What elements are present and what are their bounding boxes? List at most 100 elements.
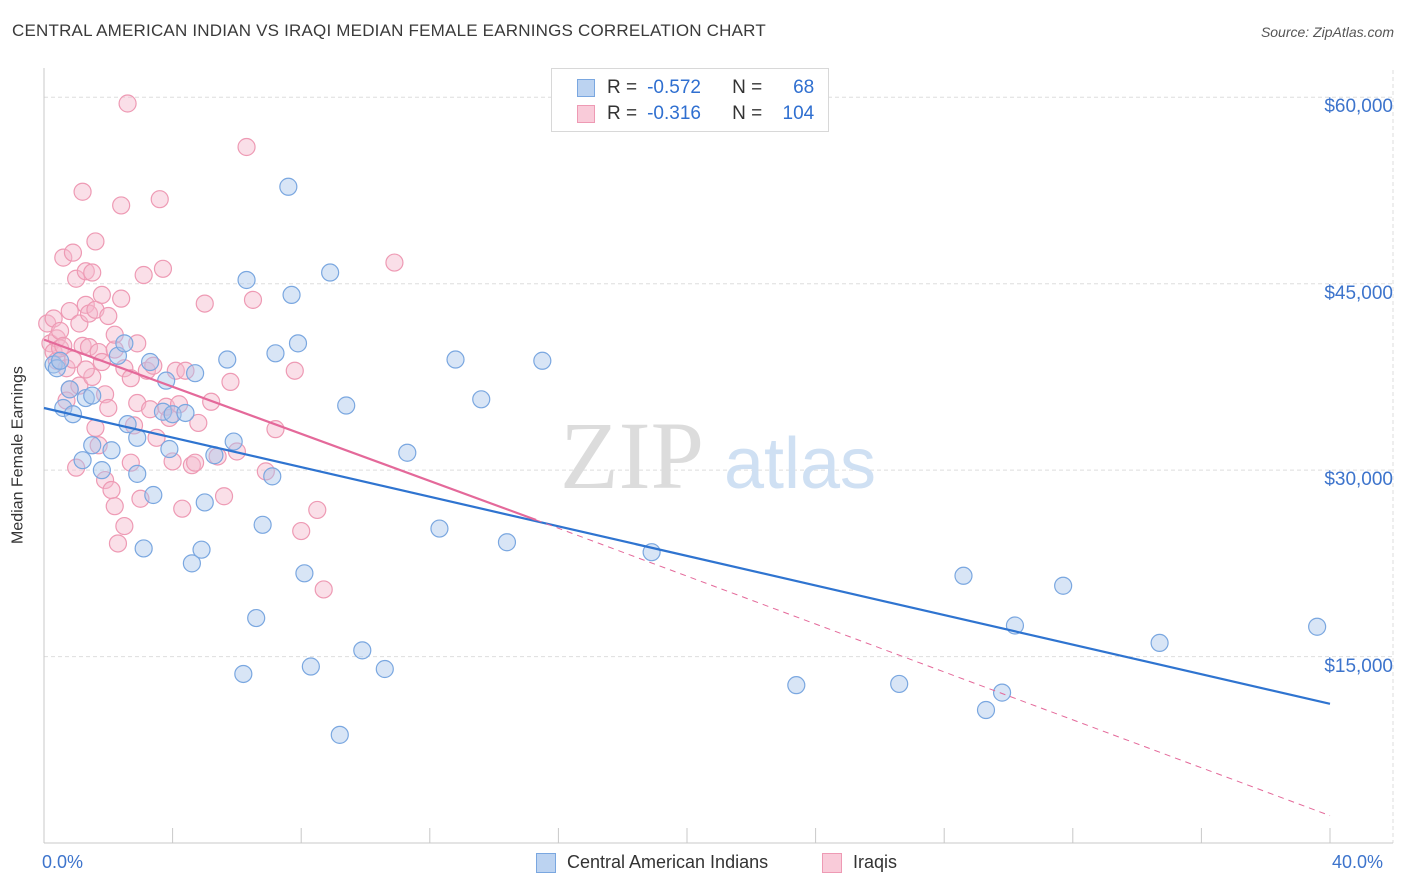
blue-point (186, 364, 205, 383)
pink-point (70, 314, 89, 333)
pink-point (83, 367, 102, 387)
blue-point (472, 390, 491, 409)
blue-point (1308, 617, 1327, 636)
pink-point (308, 500, 327, 520)
blue-point (224, 432, 243, 451)
blue-point (430, 519, 449, 538)
legend-row-pink: R = -0.316 N = 104 (552, 102, 814, 126)
pink-point (182, 456, 201, 475)
blue-point (73, 451, 92, 470)
watermark: ZIP atlas (560, 402, 876, 509)
blue-point (321, 263, 340, 282)
pink-point (292, 521, 311, 541)
pink-point (173, 499, 192, 518)
blue-point (83, 386, 102, 405)
x-tick-min: 0.0% (42, 852, 84, 872)
blue-point (50, 351, 70, 370)
pink-point (150, 190, 169, 209)
blue-point (497, 533, 517, 552)
pink-point (166, 361, 185, 380)
pink-point (99, 398, 118, 418)
y-tick-label: $30,000 (1324, 469, 1393, 491)
pink-point (112, 196, 131, 215)
pink-point (186, 453, 205, 472)
pink-point (67, 269, 86, 288)
watermark-atlas: atlas (724, 424, 876, 504)
blue-point (263, 467, 282, 486)
pink-trend-line (43, 338, 537, 521)
trend-lines (43, 338, 1331, 817)
blue-point (337, 396, 356, 415)
pink-point (99, 306, 118, 326)
legend-n-label: N = (732, 103, 763, 124)
legend-row-blue: R = -0.572 N = 68 (552, 76, 814, 100)
axes (43, 68, 1393, 844)
blue-swatch-icon (536, 852, 556, 873)
pink-point (214, 487, 234, 506)
legend-item-central-american-indians[interactable]: Central American Indians (536, 852, 768, 873)
chart-title: CENTRAL AMERICAN INDIAN VS IRAQI MEDIAN … (12, 21, 766, 40)
blue-point (253, 515, 272, 534)
pink-point (134, 265, 153, 285)
blue-point (375, 659, 394, 679)
gridlines (44, 70, 1394, 843)
legend-n-label: N = (732, 77, 763, 98)
blue-point (83, 436, 102, 455)
pink-point (237, 137, 256, 157)
blue-point (247, 608, 266, 628)
pink-point (121, 453, 140, 472)
pink-point (63, 243, 83, 262)
watermark-zip: ZIP (560, 402, 704, 509)
legend-label: Central American Indians (567, 852, 769, 872)
pink-swatch-icon (577, 105, 595, 123)
blue-point (234, 664, 253, 684)
blue-point (60, 380, 79, 399)
pink-point (92, 285, 111, 304)
blue-point (182, 554, 201, 573)
blue-point (160, 439, 179, 459)
pink-point (314, 580, 333, 599)
pink-point (195, 294, 214, 313)
blue-point (195, 493, 214, 512)
pink-point (115, 516, 134, 536)
central-american-indians-points (44, 177, 1327, 744)
legend-label: Iraqis (853, 852, 898, 872)
blue-point (115, 334, 134, 353)
pink-point (108, 534, 128, 553)
legend-item-iraqis[interactable]: Iraqis (822, 852, 897, 873)
pink-point (76, 262, 95, 281)
legend-r-label: R = (607, 103, 638, 124)
pink-point (86, 232, 105, 251)
blue-point (398, 443, 417, 462)
blue-point (446, 350, 465, 369)
blue-point (144, 485, 163, 505)
legend-n-value: 68 (793, 77, 815, 98)
blue-point (976, 700, 996, 720)
blue-point (140, 352, 160, 372)
blue-point (301, 657, 320, 676)
source-credit: Source: ZipAtlas.com (1260, 24, 1394, 40)
blue-trend-line (43, 406, 1331, 705)
pink-point (102, 480, 121, 500)
series-legend: Central American Indians Iraqis (0, 852, 1406, 876)
blue-point (266, 344, 285, 363)
blue-point (1150, 633, 1169, 653)
pink-point (73, 182, 92, 201)
blue-point (992, 683, 1012, 702)
blue-point (1054, 576, 1073, 595)
blue-point (134, 539, 153, 558)
legend-n-value: 104 (782, 103, 815, 124)
pink-point (95, 470, 115, 490)
pink-point (221, 372, 240, 391)
pink-point (60, 301, 79, 321)
legend-r-value: -0.572 (647, 77, 701, 98)
blue-point (237, 270, 256, 290)
pink-point (285, 361, 304, 380)
pink-point (153, 259, 173, 278)
pink-point (50, 321, 70, 341)
legend-r-value: -0.316 (647, 103, 701, 124)
blue-swatch-icon (577, 79, 595, 97)
blue-point (282, 285, 301, 304)
pink-point (112, 289, 131, 308)
